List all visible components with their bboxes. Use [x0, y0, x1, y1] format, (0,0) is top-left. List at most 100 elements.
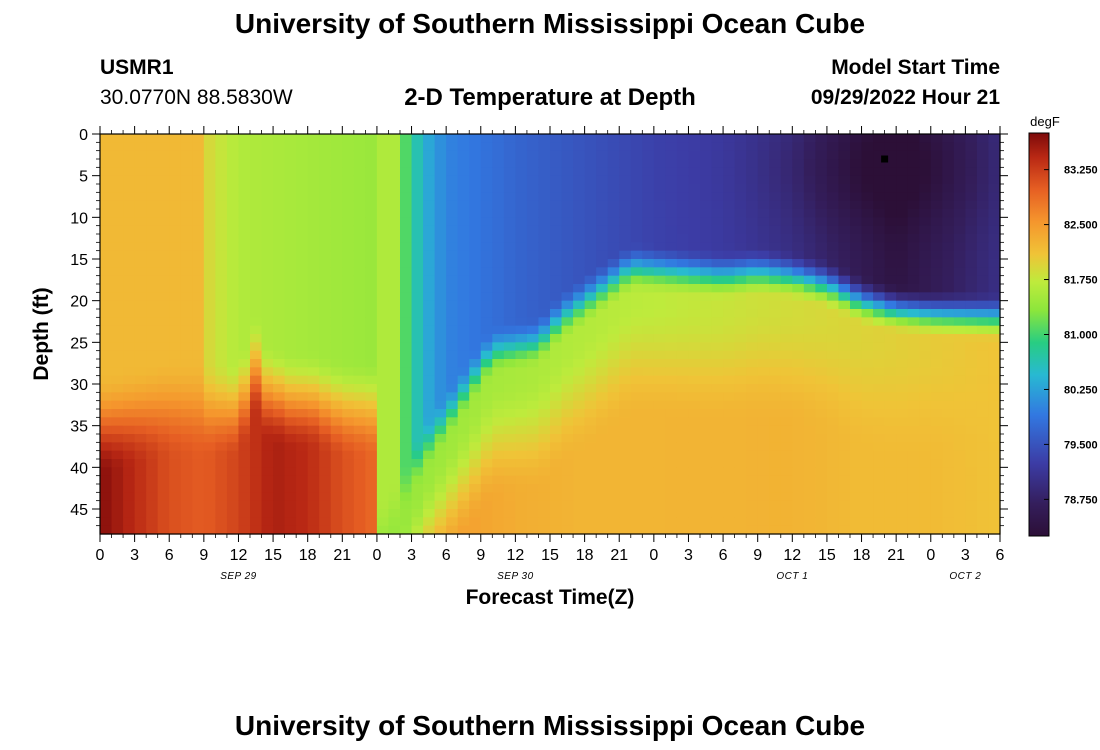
heatmap-cell [896, 192, 909, 202]
heatmap-cell [896, 225, 909, 235]
heatmap-cell [469, 325, 482, 335]
heatmap-cell [734, 400, 747, 410]
heatmap-cell [215, 434, 228, 443]
heatmap-cell [700, 142, 713, 152]
heatmap-cell [596, 484, 609, 493]
heatmap-cell [203, 400, 216, 410]
heatmap-cell [434, 242, 447, 252]
heatmap-cell [688, 459, 701, 468]
heatmap-cell [596, 409, 609, 418]
heatmap-cell [203, 300, 216, 310]
heatmap-cell [111, 167, 124, 177]
heatmap-cell [111, 509, 124, 518]
heatmap-cell [688, 167, 701, 177]
heatmap-cell [930, 184, 943, 193]
heatmap-cell [665, 367, 678, 377]
heatmap-cell [446, 359, 459, 368]
heatmap-cell [734, 175, 747, 185]
heatmap-cell [734, 259, 747, 268]
heatmap-cell [700, 334, 713, 343]
heatmap-cell [573, 509, 586, 518]
heatmap-cell [273, 384, 286, 393]
heatmap-cell [630, 150, 643, 160]
heatmap-cell [469, 375, 482, 385]
heatmap-cell [826, 217, 840, 227]
heatmap-cell [861, 175, 874, 185]
heatmap-cell [896, 167, 909, 177]
heatmap-cell [400, 484, 413, 493]
heatmap-cell [734, 375, 747, 385]
heatmap-cell [434, 350, 447, 360]
heatmap-cell [146, 400, 159, 410]
heatmap-cell [976, 400, 990, 410]
heatmap-cell [746, 225, 759, 235]
heatmap-cell [526, 492, 540, 502]
heatmap-cell [550, 475, 563, 485]
heatmap-cell [169, 350, 182, 360]
heatmap-cell [930, 192, 943, 202]
heatmap-cell [388, 184, 401, 193]
heatmap-cell [550, 159, 563, 168]
heatmap-cell [411, 217, 424, 227]
heatmap-cell [665, 434, 678, 443]
heatmap-cell [480, 175, 493, 185]
heatmap-cell [815, 442, 828, 452]
heatmap-cell [619, 484, 632, 493]
heatmap-cell [503, 492, 516, 502]
heatmap-cell [400, 434, 413, 443]
heatmap-cell [434, 209, 447, 218]
heatmap-cell [376, 517, 390, 527]
heatmap-cell [907, 142, 920, 152]
heatmap-cell [411, 184, 424, 193]
heatmap-cell [723, 150, 736, 160]
heatmap-cell [584, 525, 597, 535]
heatmap-cell [896, 292, 909, 302]
heatmap-cell [573, 184, 586, 193]
heatmap-cell [769, 434, 782, 443]
heatmap-cell [469, 442, 482, 452]
heatmap-cell [896, 150, 909, 160]
heatmap-cell [226, 334, 240, 343]
heatmap-cell [607, 317, 620, 327]
heatmap-cell [469, 475, 482, 485]
heatmap-cell [700, 342, 713, 352]
heatmap-cell [273, 517, 286, 527]
heatmap-cell [630, 325, 643, 335]
heatmap-cell [446, 467, 459, 477]
heatmap-cell [157, 434, 170, 443]
heatmap-cell [896, 275, 909, 285]
heatmap-cell [734, 142, 747, 152]
heatmap-cell [180, 267, 193, 277]
heatmap-cell [192, 225, 205, 235]
heatmap-cell [423, 459, 436, 468]
heatmap-cell [976, 209, 990, 218]
heatmap-cell [134, 475, 147, 485]
heatmap-cell [573, 350, 586, 360]
heatmap-cell [134, 342, 147, 352]
heatmap-cell [146, 259, 159, 268]
heatmap-cell [561, 234, 574, 243]
heatmap-cell [538, 259, 551, 268]
heatmap-cell [861, 142, 874, 152]
heatmap-cell [215, 409, 228, 418]
heatmap-cell [457, 359, 470, 368]
heatmap-cell [757, 150, 770, 160]
heatmap-cell [988, 167, 1001, 177]
heatmap-cell [388, 367, 401, 377]
heatmap-cell [480, 259, 493, 268]
heatmap-cell [215, 334, 228, 343]
heatmap-cell [365, 492, 378, 502]
heatmap-cell [965, 334, 978, 343]
heatmap-cell [596, 450, 609, 460]
heatmap-cell [584, 134, 597, 143]
heatmap-cell [400, 409, 413, 418]
heatmap-cell [792, 200, 805, 210]
heatmap-cell [503, 459, 516, 468]
heatmap-cell [342, 317, 355, 327]
heatmap-cell [353, 217, 366, 227]
heatmap-cell [423, 350, 436, 360]
heatmap-cell [746, 384, 759, 393]
heatmap-cell [296, 259, 309, 268]
heatmap-cell [411, 350, 424, 360]
heatmap-cell [180, 292, 193, 302]
